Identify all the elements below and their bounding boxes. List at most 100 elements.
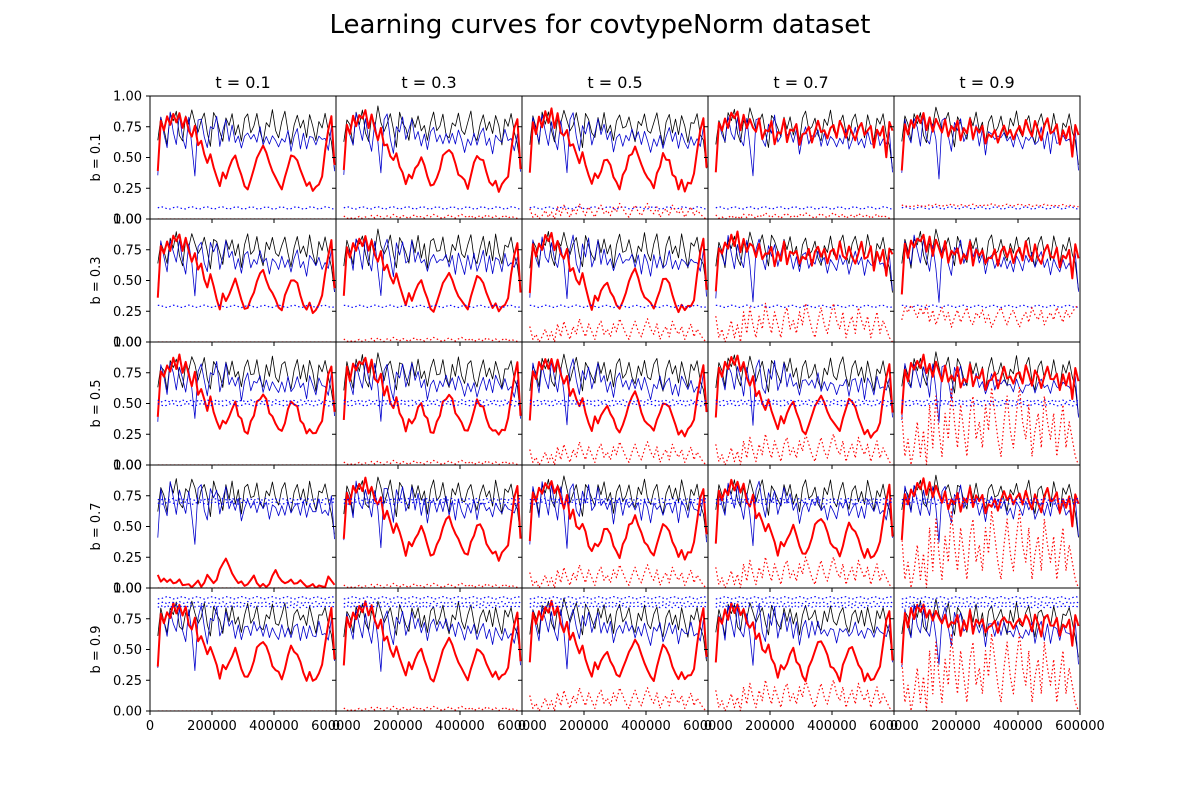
red-series-line — [156, 557, 336, 588]
blue-dotted-line — [343, 402, 521, 407]
blue-dotted-line — [715, 604, 893, 609]
red-dotted-line — [529, 687, 707, 711]
panel-frame — [521, 341, 709, 466]
blue-series-line — [715, 603, 893, 666]
red-series-line — [156, 353, 336, 435]
red-dotted-line — [901, 304, 1079, 328]
y-tick-label: 0.25 — [113, 182, 142, 197]
x-tick-label: 600000 — [869, 719, 919, 734]
red-series-line — [714, 110, 894, 173]
red-series-line — [156, 112, 336, 192]
x-tick-label: 400000 — [807, 719, 857, 734]
blue-dotted-line — [715, 206, 893, 210]
blue-series-line — [901, 484, 1079, 543]
blue-dotted-line — [901, 399, 1079, 403]
red-series-line — [900, 233, 1080, 295]
blue-dotted-line — [343, 501, 521, 505]
blue-dotted-line — [901, 402, 1079, 407]
blue-dotted-line — [157, 600, 335, 605]
blue-dotted-line — [529, 399, 707, 403]
blue-series-line — [715, 234, 893, 303]
panel-frame — [149, 464, 337, 589]
red-series-line — [528, 358, 708, 438]
x-tick-label: 200000 — [187, 719, 237, 734]
x-tick-label: 200000 — [745, 719, 795, 734]
blue-dotted-line — [715, 402, 893, 407]
x-tick-label: 0 — [332, 719, 340, 734]
blue-series-line — [157, 239, 335, 297]
red-dotted-line — [529, 318, 707, 342]
red-dotted-line — [715, 433, 893, 465]
blue-dotted-line — [901, 595, 1079, 600]
blue-dotted-line — [529, 604, 707, 609]
blue-dotted-line — [901, 501, 1079, 505]
panel-frame — [335, 218, 523, 343]
y-tick-label: 0.25 — [113, 551, 142, 566]
red-series-line — [342, 476, 522, 562]
y-tick-label: 0.50 — [113, 520, 142, 535]
blue-dotted-line — [157, 595, 335, 600]
red-series-line — [714, 354, 894, 439]
red-series-line — [528, 480, 708, 561]
column-title: t = 0.1 — [215, 73, 270, 92]
blue-dotted-line — [343, 399, 521, 403]
blue-series-line — [715, 359, 893, 426]
black-series-line — [529, 475, 707, 539]
red-series-line — [714, 478, 894, 559]
row-label: b = 0.7 — [89, 502, 104, 550]
blue-dotted-line — [157, 501, 335, 505]
red-series-line — [342, 235, 522, 313]
x-tick-label: 200000 — [931, 719, 981, 734]
y-tick-label: 0.25 — [113, 428, 142, 443]
y-tick-label: 0.00 — [113, 336, 142, 351]
y-tick-label: 1.00 — [113, 90, 142, 105]
blue-dotted-line — [715, 304, 893, 309]
panel-frame — [149, 95, 337, 220]
blue-dotted-line — [157, 399, 335, 403]
y-tick-label: 0.25 — [113, 305, 142, 320]
y-tick-label: 0.50 — [113, 643, 142, 658]
black-series-line — [901, 598, 1079, 658]
blue-dotted-line — [901, 304, 1079, 309]
blue-series-line — [529, 607, 707, 670]
blue-dotted-line — [529, 497, 707, 502]
blue-series-line — [901, 114, 1079, 180]
x-tick-label: 600000 — [497, 719, 547, 734]
blue-dotted-line — [343, 206, 521, 210]
red-series-line — [342, 356, 522, 436]
blue-dotted-line — [715, 501, 893, 505]
black-series-line — [343, 228, 521, 291]
red-series-line — [342, 600, 522, 683]
red-dotted-line — [901, 509, 1080, 588]
blue-dotted-line — [529, 206, 707, 210]
black-series-line — [343, 476, 521, 537]
x-tick-label: 400000 — [435, 719, 485, 734]
x-tick-label: 400000 — [993, 719, 1043, 734]
blue-dotted-line — [715, 497, 893, 502]
y-tick-label: 0.75 — [113, 612, 142, 627]
y-tick-label: 0.00 — [113, 213, 142, 228]
row-label: b = 0.5 — [89, 379, 104, 427]
red-dotted-line — [529, 441, 707, 465]
blue-dotted-line — [343, 595, 521, 600]
blue-dotted-line — [343, 604, 521, 609]
red-dotted-line — [529, 564, 707, 588]
y-tick-label: 1.00 — [113, 336, 142, 351]
x-tick-label: 600000 — [311, 719, 361, 734]
x-tick-label: 0 — [146, 719, 154, 734]
red-dotted-line — [901, 203, 1079, 208]
blue-dotted-line — [157, 604, 335, 609]
black-series-line — [529, 230, 707, 289]
y-tick-label: 0.75 — [113, 366, 142, 381]
y-tick-label: 1.00 — [113, 213, 142, 228]
row-label: b = 0.1 — [89, 133, 104, 181]
red-dotted-line — [343, 213, 521, 219]
blue-dotted-line — [157, 402, 335, 407]
red-series-line — [900, 603, 1080, 664]
blue-dotted-line — [157, 304, 335, 309]
blue-series-line — [157, 604, 335, 671]
red-dotted-line — [715, 212, 893, 219]
red-dotted-line — [529, 202, 707, 219]
blue-series-line — [529, 481, 707, 549]
blue-dotted-line — [901, 497, 1079, 502]
